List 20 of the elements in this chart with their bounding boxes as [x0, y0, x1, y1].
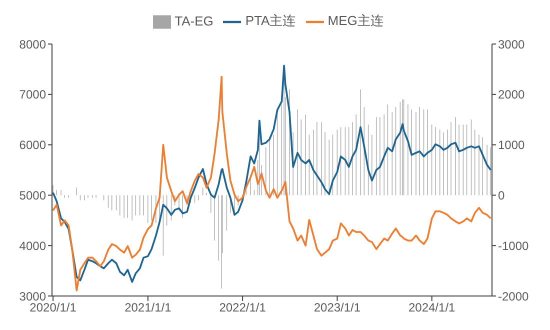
y-tick-label: 6000	[19, 138, 46, 152]
y2-tick-label: -2000	[498, 289, 530, 304]
legend-label: PTA主连	[245, 13, 296, 28]
x-tick-label: 2023/1/1	[314, 300, 361, 315]
y2-tick-label: -1000	[498, 238, 530, 253]
y2-tick-label: 1000	[498, 138, 526, 152]
legend-label: MEG主连	[328, 13, 384, 28]
y-tick-label: 4000	[19, 238, 46, 253]
legend-label: TA-EG	[174, 13, 214, 28]
y-tick-label: 8000	[19, 37, 46, 52]
y2-tick-label: 0	[498, 188, 505, 202]
x-tick-label: 2022/1/1	[219, 300, 266, 315]
x-tick-label: 2020/1/1	[30, 300, 77, 315]
y2-tick-label: 3000	[498, 37, 526, 52]
x-tick-label: 2024/1/1	[408, 300, 456, 315]
y-tick-label: 7000	[19, 88, 46, 102]
x-tick-label: 2021/1/1	[124, 300, 172, 315]
y2-tick-label: 2000	[498, 88, 526, 102]
y-tick-label: 3000	[19, 289, 46, 304]
y-tick-label: 5000	[19, 188, 46, 202]
